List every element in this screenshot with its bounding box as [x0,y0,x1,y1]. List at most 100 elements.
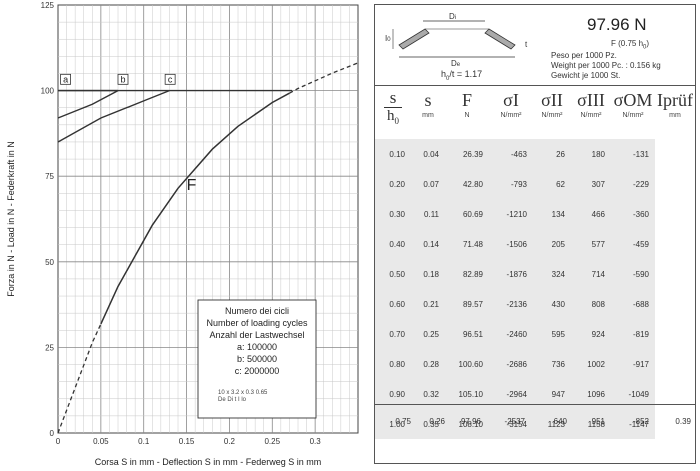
summary-cell: 951 [591,417,605,426]
table-cell: 108.10 [445,409,489,439]
col-header-s-h0: s h0 [375,89,411,139]
series-f-line-end [289,62,359,94]
table-cell: 82.89 [445,259,489,289]
table-cell: 0.07 [411,169,445,199]
table-cell: -131 [611,139,655,169]
table-cell: -2686 [489,349,533,379]
table-cell: 0.04 [411,139,445,169]
summary-cell: 0.26 [429,417,445,426]
table-cell: -2460 [489,319,533,349]
y-tick-label: 0 [50,429,55,438]
y-tick-label: 100 [41,87,55,96]
summary-cell: 640 [553,417,567,426]
table-cell: 736 [533,349,571,379]
table-cell [655,229,695,259]
table-cell: 100.60 [445,349,489,379]
table-cell: 0.80 [375,349,411,379]
x-axis-title: Corsa S in mm - Deflection S in mm - Fed… [95,457,322,467]
table-cell: 134 [533,199,571,229]
table-cell: 0.18 [411,259,445,289]
series-c-line [57,89,170,143]
col-header-sigma-2: σII N/mm² [541,90,563,119]
series-f-line [100,92,290,325]
table-cell: 466 [571,199,611,229]
x-tick-label: 0.3 [310,437,322,446]
x-tick-label: 0.25 [264,437,280,446]
summary-cell: 97.96 [460,417,481,426]
rated-load-value: 97.96 N [587,15,647,34]
diagram-lo-label: I0 [385,34,391,43]
table-cell [655,199,695,229]
table-body: 0.10 0.04 26.39 -463 26 180 -131 0.20 0.07 42.80-… [375,139,695,439]
x-tick-label: 0.05 [93,437,109,446]
legend-line: c: 2000000 [235,366,280,376]
series-label-box-a [60,73,71,85]
table-cell: 26.39 [445,139,489,169]
table-cell: -360 [611,199,655,229]
table-cell: 307 [571,169,611,199]
col-header-s: s mm [422,90,434,119]
table-row: 0.40 0.14 71.48 -1506 205 577 -459 [375,229,695,259]
table-cell: 89.57 [445,289,489,319]
table-cell: -229 [611,169,655,199]
col-header-sigma-3: σIII N/mm² [577,90,605,119]
series-b-line [57,89,119,119]
height-thickness-ratio: h0/t = 1.17 [441,69,483,82]
table-cell: -688 [611,289,655,319]
table-cell [655,289,695,319]
table-cell: -459 [611,229,655,259]
table-cell: 0.20 [375,169,411,199]
table-cell: 0.28 [411,349,445,379]
y-tick-label: 50 [45,258,54,267]
table-cell: 0.30 [375,199,411,229]
y-tick-label: 125 [41,1,55,10]
y-tick-label: 75 [45,172,54,181]
summary-cell: -852 [632,417,649,426]
legend-line: b: 500000 [237,354,277,364]
col-header-sigma-1: σI N/mm² [500,90,522,119]
table-cell [655,259,695,289]
weight-label-it: Peso per 1000 Pz. [551,51,617,60]
table-cell: -590 [611,259,655,289]
table-cell: 1158 [571,409,611,439]
series-label-b: b [120,74,125,84]
table-row: 0.80 0.28 100.60 -2686 736 1002 -917 [375,349,695,379]
table-row: 0.60 0.21 89.57 -2136 430 808 -688 [375,289,695,319]
spring-data-panel: Di De I0 t 97.96 N F (0.75 h0) Peso per … [374,4,696,464]
table-cell: 0.14 [411,229,445,259]
x-tick-label: 0.1 [138,437,150,446]
table-row: 0.10 0.04 26.39 -463 26 180 -131 [375,139,695,169]
table-cell [655,319,695,349]
deflection-chart: 0 0.05 0.1 0.15 0.2 0.25 0.3 0 25 50 75 100 125 Corsa… [6,1,359,467]
table-cell: 1.00 [375,409,411,439]
legend-dimension-symbols: De Di t I lo [218,397,247,403]
series-label-a: a [63,74,68,84]
summary-row: 0.75 0.26 97.96 -2537 640 951 -852 0.39 [375,409,695,433]
spring-header: Di De I0 t 97.96 N F (0.75 h0) Peso per … [375,5,695,86]
table-cell: -3154 [489,409,533,439]
disc-spring-diagram: Di De I0 t [385,12,528,68]
series-label-c: c [168,74,173,84]
table-cell: -819 [611,319,655,349]
table-cell: 96.51 [445,319,489,349]
table-row: 0.70 0.25 96.51 -2460 595 924 -819 [375,319,695,349]
table-cell: 595 [533,319,571,349]
summary-separator [375,404,695,405]
table-cell: 0.70 [375,319,411,349]
legend-line: Numero dei cicli [225,306,289,316]
table-cell: -1506 [489,229,533,259]
diagram-t-label: t [525,40,528,49]
weight-label-de: Gewicht je 1000 St. [551,71,621,80]
diagram-de-label: De [451,59,461,68]
table-cell: 1123 [533,409,571,439]
table-cell: 0.40 [375,229,411,259]
table-cell: 26 [533,139,571,169]
table-cell: 0.10 [375,139,411,169]
table-row: 0.50 0.18 82.89 -1876 324 714 -590 [375,259,695,289]
weight-label-en: Weight per 1000 Pc. : 0.156 kg [551,61,661,70]
table-cell: 714 [571,259,611,289]
col-header-sigma-om: σOM N/mm² [613,90,653,119]
series-label-f: F [187,177,197,194]
table-cell: 324 [533,259,571,289]
table-row: 1.00 0.35 108.10 -3154 1123 1158 -1147 [375,409,695,439]
